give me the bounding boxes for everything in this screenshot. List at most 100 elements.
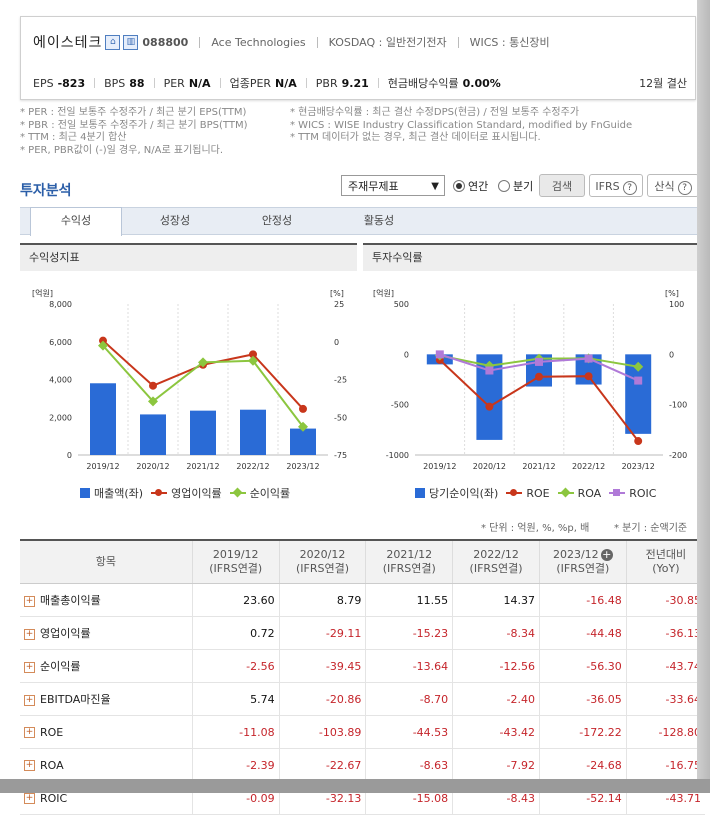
y-right-axis-label: [%] (665, 289, 679, 298)
y-left-tick-label: -1000 (386, 451, 409, 460)
marker-순이익률 (298, 421, 308, 432)
marker-ROA (633, 361, 644, 372)
col-basis: (YoY) (652, 562, 680, 575)
legend-label: 순이익률 (249, 487, 291, 500)
divider (199, 36, 201, 48)
legend-item[interactable]: ROA (557, 486, 602, 500)
value-cell: -22.67 (279, 748, 367, 782)
y-left-tick-label: 500 (394, 300, 409, 309)
metrics-row: EPS -823 BPS 88 PER N/A 업종PER N/A PBR 9.21 현금배당수익률… (33, 75, 501, 91)
marker-ROIC (535, 357, 543, 366)
legend-line-swatch (557, 487, 574, 498)
legend-item[interactable]: ROIC (609, 487, 656, 500)
marker-ROE (584, 372, 593, 381)
table-row[interactable]: + ROE -11.08 -103.89 -44.53 -43.42 -172.22 -128… (20, 715, 705, 749)
expand-plus-icon[interactable]: + (24, 727, 35, 738)
formula-button[interactable]: 산식? (647, 174, 699, 197)
row-label-cell: + ROA (20, 748, 193, 782)
profitability-table: 항목 2019/12 (IFRS연결) 2020/12 (IFRS연결) 2021/… (20, 539, 705, 815)
y-right-tick-label: -75 (334, 451, 347, 460)
stock-code: 088800 (142, 35, 189, 49)
legend-label: ROA (577, 486, 602, 500)
settlement-month: 12월 결산 (639, 77, 687, 90)
note-line: * TTM : 최근 4분기 합산 (20, 132, 127, 143)
ifrs-button-label: IFRS (595, 180, 620, 193)
legend-item[interactable]: 당기순이익(좌) (415, 485, 498, 501)
y-right-tick-label: -25 (334, 376, 347, 385)
value-cell: 5.74 (192, 682, 280, 716)
marker-영업이익률 (149, 381, 157, 390)
radio-quarter-circle[interactable] (498, 180, 510, 192)
tab-activity[interactable]: 활동성 (363, 214, 395, 227)
expand-plus-icon[interactable]: + (24, 793, 35, 804)
metric-label: EPS (33, 76, 54, 90)
ifrs-button[interactable]: IFRS? (589, 174, 643, 197)
expand-plus-icon[interactable]: + (24, 628, 35, 640)
table-row[interactable]: + 순이익률 -2.56 -39.45 -13.64 -12.56 -56.30 -43.74 (20, 649, 705, 683)
table-row[interactable]: + ROA -2.39 -22.67 -8.63 -7.92 -24.68 -16.75 (20, 748, 705, 782)
home-icon[interactable]: ⌂ (105, 34, 121, 50)
radio-annual[interactable]: 연간 (453, 178, 488, 194)
col-header-item: 항목 (20, 539, 193, 584)
profitability-panel-title: 수익성지표 (20, 245, 357, 271)
col-basis: (IFRS연결) (556, 562, 610, 575)
marker-ROE (535, 372, 543, 381)
divider (94, 78, 96, 88)
radio-quarter[interactable]: 분기 (498, 178, 533, 194)
expand-plus-icon[interactable]: + (24, 760, 35, 771)
row-label-cell: + 순이익률 (20, 649, 193, 683)
y-right-tick-label: -50 (334, 413, 347, 422)
legend-item[interactable]: ROE (506, 487, 550, 500)
legend-label: 당기순이익(좌) (429, 487, 499, 500)
bar-매출액(좌) (190, 410, 216, 455)
value-cell: -24.68 (539, 748, 627, 782)
marker-순이익률 (198, 357, 208, 368)
value-cell: -7.92 (452, 748, 540, 782)
legend-item[interactable]: 순이익률 (229, 485, 291, 501)
profitability-chart: 8,000 6,000 4,000 2,000 0 25 0 -25 -50 -75 [억원] [%]… (32, 288, 347, 471)
col-basis: (IFRS연결) (209, 562, 263, 575)
value-cell: -13.64 (365, 649, 454, 683)
col-year: 2020/12 (299, 548, 346, 561)
radio-annual-circle[interactable] (453, 180, 465, 192)
profitability-legend: 매출액(좌) 영업이익률 순이익률 (80, 485, 298, 501)
note-line: * WICS : WISE Industry Classification St… (290, 119, 633, 131)
search-button[interactable]: 검색 (539, 174, 585, 197)
expand-plus-icon[interactable]: + (24, 595, 35, 607)
company-name: 에이스테크 (33, 35, 103, 51)
tab-profitability[interactable]: 수익성 (30, 207, 122, 236)
table-row[interactable]: + EBITDA마진율 5.74 -20.86 -8.70 -2.40 -36.05 -33.… (20, 682, 705, 716)
marker-ROE (634, 437, 643, 446)
tab-stability[interactable]: 안정성 (261, 214, 293, 227)
legend-bar-swatch (415, 488, 425, 498)
table-row[interactable]: + 영업이익률 0.72 -29.11 -15.23 -8.34 -44.48 -36.13 (20, 616, 705, 650)
y-left-axis-label: [억원] (373, 288, 394, 298)
value-cell: -2.39 (192, 748, 280, 782)
expand-plus-icon[interactable]: + (24, 694, 35, 706)
expand-plus-icon[interactable]: + (24, 661, 35, 673)
value-cell: 8.79 (279, 583, 367, 617)
table-row[interactable]: + 매출총이익률 23.60 8.79 11.55 14.37 -16.48 -30.85 (20, 583, 705, 617)
metric-label: BPS (104, 76, 126, 90)
company-title-row: 에이스테크 ⌂ ▥ 088800 Ace Technologies KOSDAQ… (33, 33, 550, 51)
unit-note: * 단위 : 억원, %, %p, 배 (481, 523, 590, 534)
value-cell: -172.22 (539, 715, 627, 749)
y-right-axis-label: [%] (330, 289, 344, 298)
tab-growth[interactable]: 성장성 (159, 214, 191, 227)
legend-marker (510, 489, 518, 496)
statement-select[interactable]: 주재무제표 ▼ (341, 175, 445, 196)
building-icon[interactable]: ▥ (123, 34, 139, 50)
market-info: KOSDAQ : 일반전기전자 (328, 36, 447, 49)
value-cell: -36.13 (626, 616, 705, 650)
value-cell: -36.05 (539, 682, 627, 716)
marker-순이익률 (248, 355, 258, 366)
expand-plus-icon[interactable]: + (600, 548, 613, 561)
metric-item: EPS -823 (33, 77, 85, 90)
y-left-tick-label: 0 (67, 451, 72, 460)
y-right-tick-label: 0 (334, 338, 339, 347)
col-year: 전년대비 (645, 548, 687, 561)
legend-item[interactable]: 영업이익률 (151, 485, 222, 501)
legend-label: 영업이익률 (171, 487, 222, 500)
legend-item[interactable]: 매출액(좌) (80, 485, 143, 501)
y-left-tick-label: -500 (391, 401, 409, 410)
